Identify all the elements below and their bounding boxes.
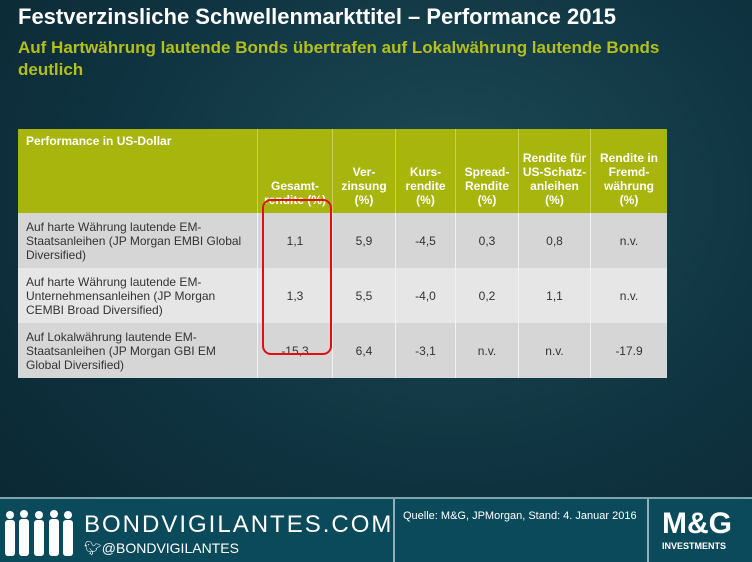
cell: 1,1 — [518, 268, 591, 323]
cell: n.v. — [590, 213, 667, 268]
divider — [647, 499, 649, 562]
col-header: Spread-Rendite (%) — [455, 129, 519, 213]
col-header: Rendite in Fremd-währung (%) — [590, 129, 667, 213]
mg-logo: M&G INVESTMENTS — [662, 507, 732, 551]
cell: 0,8 — [518, 213, 591, 268]
performance-table: Performance in US-Dollar Gesamt-rendite … — [18, 129, 667, 378]
col-header: Ver-zinsung (%) — [332, 129, 396, 213]
slide-title: Festverzinsliche Schwellenmarkttitel – P… — [18, 4, 616, 29]
logo-subtext: INVESTMENTS — [662, 541, 727, 551]
table-row: Auf harte Währung lautende EM-Unternehme… — [18, 268, 667, 323]
row-label: Auf harte Währung lautende EM-Unternehme… — [18, 268, 258, 323]
twitter-text: @BONDVIGILANTES — [101, 540, 239, 556]
col-header: Performance in US-Dollar — [18, 129, 258, 213]
row-label: Auf Lokalwährung lautende EM-Staatsanlei… — [18, 323, 258, 378]
people-silhouette-icon — [5, 510, 73, 556]
cell: -4,0 — [395, 268, 456, 323]
col-header: Kurs-rendite (%) — [395, 129, 456, 213]
cell: 1,3 — [257, 268, 333, 323]
row-label: Auf harte Währung lautende EM-Staatsanle… — [18, 213, 258, 268]
table-row: Auf Lokalwährung lautende EM-Staatsanlei… — [18, 323, 667, 378]
logo-text: M&G — [662, 507, 732, 540]
footer: BONDVIGILANTES.COM 🐦︎@BONDVIGILANTES Que… — [0, 497, 752, 562]
twitter-handle: 🐦︎@BONDVIGILANTES — [84, 540, 239, 557]
cell: 0,3 — [455, 213, 519, 268]
cell: -3,1 — [395, 323, 456, 378]
table-header-row: Performance in US-Dollar Gesamt-rendite … — [18, 129, 667, 213]
cell: n.v. — [518, 323, 591, 378]
slide-subtitle: Auf Hartwährung lautende Bonds übertrafe… — [18, 38, 660, 79]
cell: -4,5 — [395, 213, 456, 268]
highlight-box — [262, 199, 332, 355]
cell: -17.9 — [590, 323, 667, 378]
cell: 5,5 — [332, 268, 396, 323]
cell: n.v. — [590, 268, 667, 323]
cell: 1,1 — [257, 213, 333, 268]
divider — [393, 499, 395, 562]
site-name: BONDVIGILANTES.COM — [84, 511, 394, 538]
cell: 6,4 — [332, 323, 396, 378]
cell: 0,2 — [455, 268, 519, 323]
twitter-bird-icon: 🐦︎ — [84, 540, 102, 556]
cell: n.v. — [455, 323, 519, 378]
col-header: Rendite für US-Schatz-anleihen (%) — [518, 129, 591, 213]
cell: 5,9 — [332, 213, 396, 268]
source-note: Quelle: M&G, JPMorgan, Stand: 4. Januar … — [403, 510, 637, 522]
table-row: Auf harte Währung lautende EM-Staatsanle… — [18, 213, 667, 268]
